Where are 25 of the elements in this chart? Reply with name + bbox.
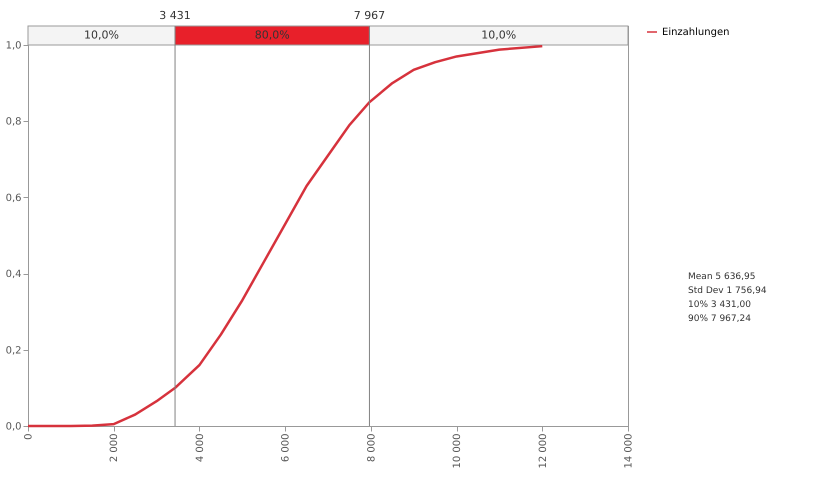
x-tick-label: 2 000 [109,434,120,462]
x-tick-label: 0 [24,434,34,440]
x-tick-label: 10 000 [452,434,464,468]
x-tick-label: 4 000 [194,434,206,462]
x-tick-label: 8 000 [366,434,378,462]
text: 10% 3 431,00 [688,300,752,310]
x-tick-label: 14 000 [624,434,634,468]
line-series [26,44,544,428]
y-tick-label: 0,0 [6,422,22,432]
band-label: 80,0% [254,28,290,42]
text: 90% 7 967,24 [688,314,752,324]
y-tick-label: 0,6 [6,192,22,204]
ref-line-label: 7 967 [354,9,386,22]
y-tick-label: 1,0 [6,40,22,52]
band-label: 10,0% [84,28,119,42]
x-tick-label: 12 000 [538,434,549,468]
text: Mean 5 636,95 [688,272,756,282]
y-tick-label: 0,8 [6,116,22,128]
x-tick-label: 6 000 [280,434,292,462]
ref-line-label: 3 431 [159,9,191,22]
y-tick-label: 0,4 [6,269,22,280]
text: Std Dev 1 756,94 [688,286,767,296]
legend-label: Einzahlungen [662,27,730,38]
band-label: 10,0% [481,28,516,42]
y-tick-label: 0,2 [6,345,22,356]
